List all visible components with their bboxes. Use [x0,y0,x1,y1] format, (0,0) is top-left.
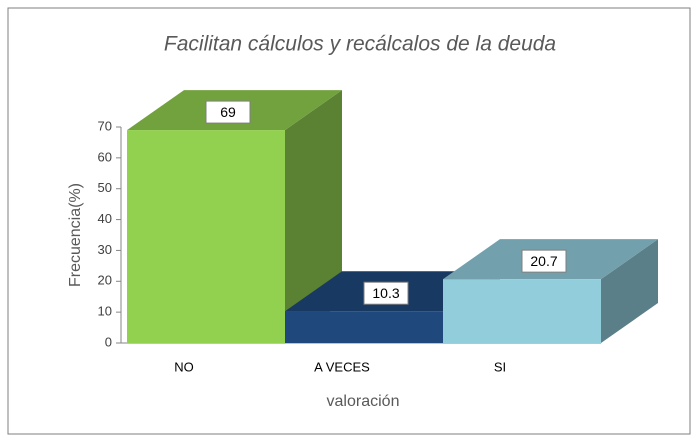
data-label: 10.3 [372,285,399,301]
x-tick-label: A VECES [314,359,370,374]
y-tick-label: 30 [98,242,112,257]
data-label: 69 [220,104,236,120]
bar-side [601,239,658,343]
y-tick-label: 60 [98,149,112,164]
y-tick-label: 50 [98,180,112,195]
x-tick-label: SI [494,359,506,374]
data-label-box [521,249,567,273]
y-tick-label: 70 [98,118,112,133]
bar [285,311,443,343]
x-axis-label: valoración [327,393,400,410]
y-tick-label: 20 [98,273,112,288]
y-tick-label: 0 [105,334,112,349]
bar [127,130,285,343]
data-label-box [363,281,409,305]
data-label: 20.7 [530,253,557,269]
chart-title: Facilitan cálculos y recálcalos de la de… [164,33,556,56]
x-tick-label: NO [174,359,194,374]
bar [443,279,601,343]
y-axis-label: Frecuencia(%) [67,183,84,287]
data-label-box [205,100,251,124]
y-tick-label: 40 [98,211,112,226]
y-tick-label: 10 [98,304,112,319]
bar-side [285,90,342,343]
chart-frame [7,7,691,435]
